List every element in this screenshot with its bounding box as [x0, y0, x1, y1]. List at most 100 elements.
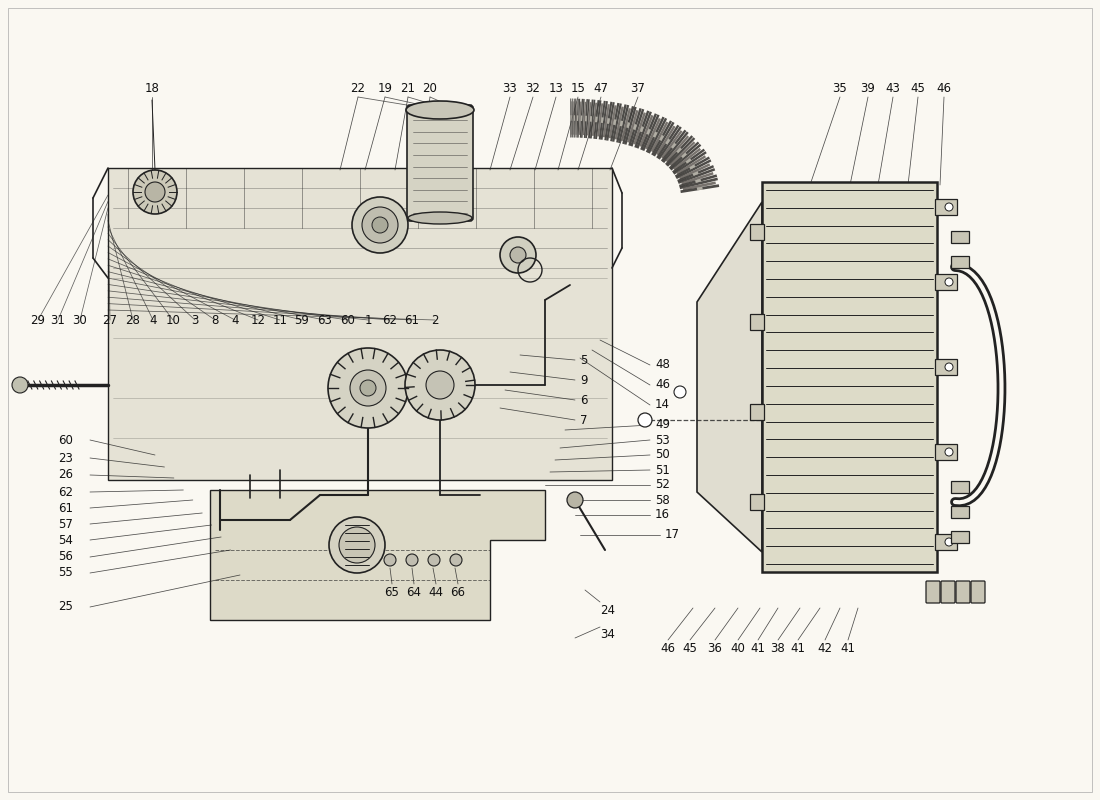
- Text: 23: 23: [58, 451, 73, 465]
- Circle shape: [328, 348, 408, 428]
- FancyBboxPatch shape: [956, 581, 970, 603]
- Text: 9: 9: [580, 374, 587, 386]
- Text: 17: 17: [666, 529, 680, 542]
- Bar: [935, 444, 957, 460]
- Polygon shape: [210, 490, 544, 620]
- Circle shape: [500, 237, 536, 273]
- Circle shape: [352, 197, 408, 253]
- Text: 1: 1: [364, 314, 372, 326]
- Text: 6: 6: [580, 394, 587, 406]
- Bar: [762, 182, 937, 572]
- Text: 41: 41: [840, 642, 856, 654]
- Text: 34: 34: [600, 629, 615, 642]
- Text: 51: 51: [654, 463, 670, 477]
- Text: 36: 36: [707, 642, 723, 654]
- Circle shape: [674, 386, 686, 398]
- Circle shape: [12, 377, 28, 393]
- Text: 62: 62: [58, 486, 73, 498]
- Text: 47: 47: [594, 82, 608, 94]
- Text: 57: 57: [58, 518, 73, 530]
- Text: 41: 41: [750, 642, 766, 654]
- Text: 58: 58: [654, 494, 670, 506]
- Text: 3: 3: [191, 314, 199, 326]
- Bar: [952, 481, 969, 493]
- Text: 42: 42: [817, 642, 833, 654]
- Circle shape: [133, 170, 177, 214]
- Ellipse shape: [406, 101, 474, 119]
- Text: 29: 29: [31, 314, 45, 326]
- Bar: [935, 274, 957, 290]
- FancyBboxPatch shape: [971, 581, 984, 603]
- FancyBboxPatch shape: [940, 581, 955, 603]
- Circle shape: [362, 207, 398, 243]
- Bar: [952, 231, 969, 243]
- Text: 25: 25: [58, 601, 73, 614]
- Circle shape: [329, 517, 385, 573]
- Text: 45: 45: [911, 82, 925, 94]
- Bar: [952, 531, 969, 543]
- Text: 49: 49: [654, 418, 670, 431]
- Bar: [952, 256, 969, 268]
- Text: 56: 56: [58, 550, 73, 563]
- Text: 22: 22: [351, 82, 365, 94]
- Circle shape: [339, 527, 375, 563]
- Circle shape: [945, 203, 953, 211]
- Text: 60: 60: [341, 314, 355, 326]
- Text: 53: 53: [654, 434, 670, 446]
- Bar: [750, 404, 764, 420]
- Text: 45: 45: [683, 642, 697, 654]
- Text: 5: 5: [580, 354, 587, 366]
- Text: 20: 20: [422, 82, 438, 94]
- Text: 15: 15: [571, 82, 585, 94]
- Text: 59: 59: [295, 314, 309, 326]
- Text: 4: 4: [231, 314, 239, 326]
- Bar: [750, 224, 764, 240]
- Circle shape: [566, 492, 583, 508]
- Circle shape: [372, 217, 388, 233]
- Bar: [750, 314, 764, 330]
- Text: 66: 66: [451, 586, 465, 598]
- Text: 14: 14: [654, 398, 670, 411]
- Text: 16: 16: [654, 509, 670, 522]
- Circle shape: [406, 554, 418, 566]
- Text: 46: 46: [936, 82, 952, 94]
- Bar: [935, 534, 957, 550]
- Text: 7: 7: [580, 414, 587, 426]
- Ellipse shape: [408, 212, 472, 224]
- Text: 27: 27: [102, 314, 118, 326]
- Text: 18: 18: [144, 82, 159, 94]
- Circle shape: [426, 371, 454, 399]
- Text: 2: 2: [431, 314, 439, 326]
- Text: 61: 61: [58, 502, 73, 514]
- Circle shape: [450, 554, 462, 566]
- Text: 21: 21: [400, 82, 416, 94]
- Text: 19: 19: [377, 82, 393, 94]
- Text: 40: 40: [730, 642, 746, 654]
- Circle shape: [638, 413, 652, 427]
- Text: 44: 44: [429, 586, 443, 598]
- Text: 52: 52: [654, 478, 670, 491]
- Text: 65: 65: [385, 586, 399, 598]
- Circle shape: [145, 182, 165, 202]
- Text: 64: 64: [407, 586, 421, 598]
- Circle shape: [945, 538, 953, 546]
- Text: 10: 10: [166, 314, 180, 326]
- Circle shape: [360, 380, 376, 396]
- Text: 62: 62: [383, 314, 397, 326]
- Circle shape: [510, 247, 526, 263]
- Text: 37: 37: [630, 82, 646, 94]
- Text: 11: 11: [273, 314, 287, 326]
- Circle shape: [945, 448, 953, 456]
- Text: 54: 54: [58, 534, 73, 546]
- Circle shape: [428, 554, 440, 566]
- Bar: [935, 359, 957, 375]
- Text: 4: 4: [150, 314, 156, 326]
- Text: 48: 48: [654, 358, 670, 371]
- Bar: [952, 506, 969, 518]
- Text: 55: 55: [58, 566, 73, 579]
- Text: 35: 35: [833, 82, 847, 94]
- Text: 43: 43: [886, 82, 901, 94]
- Text: 46: 46: [654, 378, 670, 391]
- Text: 41: 41: [791, 642, 805, 654]
- Bar: [935, 199, 957, 215]
